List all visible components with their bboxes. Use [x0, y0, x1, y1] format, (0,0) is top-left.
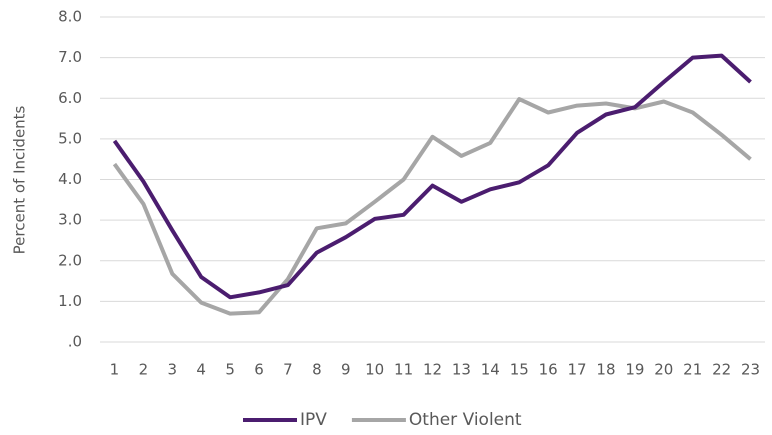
y-tick-label: 5.0 [58, 129, 82, 147]
y-tick-label: 7.0 [58, 48, 82, 66]
x-tick-label: 1 [110, 361, 120, 379]
y-axis-label: Percent of Incidents [11, 105, 29, 254]
y-tick-label: 2.0 [58, 251, 82, 269]
line-series [112, 97, 752, 316]
y-tick-label: 6.0 [58, 89, 82, 107]
x-tick-label: 5 [225, 361, 235, 379]
x-tick-label: 14 [481, 361, 500, 379]
x-tick-label: 8 [312, 361, 322, 379]
x-tick-label: 19 [625, 361, 644, 379]
x-tick-label: 11 [394, 361, 413, 379]
x-tick-label: 6 [254, 361, 264, 379]
y-tick-label: 3.0 [58, 211, 82, 229]
x-tick-label: 16 [539, 361, 558, 379]
x-tick-label: 2 [139, 361, 149, 379]
x-tick-label: 4 [196, 361, 206, 379]
x-tick-label: 22 [712, 361, 731, 379]
x-tick-label: 12 [423, 361, 442, 379]
legend-label: Other Violent [409, 410, 522, 430]
x-tick-label: 3 [168, 361, 178, 379]
x-tick-label: 7 [283, 361, 293, 379]
x-tick-label: 18 [596, 361, 615, 379]
legend-label: IPV [300, 410, 327, 430]
y-tick-label: .0 [68, 333, 82, 351]
line-series [112, 53, 752, 300]
x-tick-label: 15 [510, 361, 529, 379]
x-tick-label: 23 [741, 361, 760, 379]
y-tick-label: 8.0 [58, 8, 82, 26]
y-tick-label: 1.0 [58, 292, 82, 310]
x-tick-label: 21 [683, 361, 702, 379]
y-tick-label: 4.0 [58, 170, 82, 188]
x-tick-label: 20 [654, 361, 673, 379]
x-tick-label: 10 [365, 361, 384, 379]
x-tick-label: 17 [568, 361, 587, 379]
x-tick-label: 13 [452, 361, 471, 379]
x-tick-label: 9 [341, 361, 351, 379]
